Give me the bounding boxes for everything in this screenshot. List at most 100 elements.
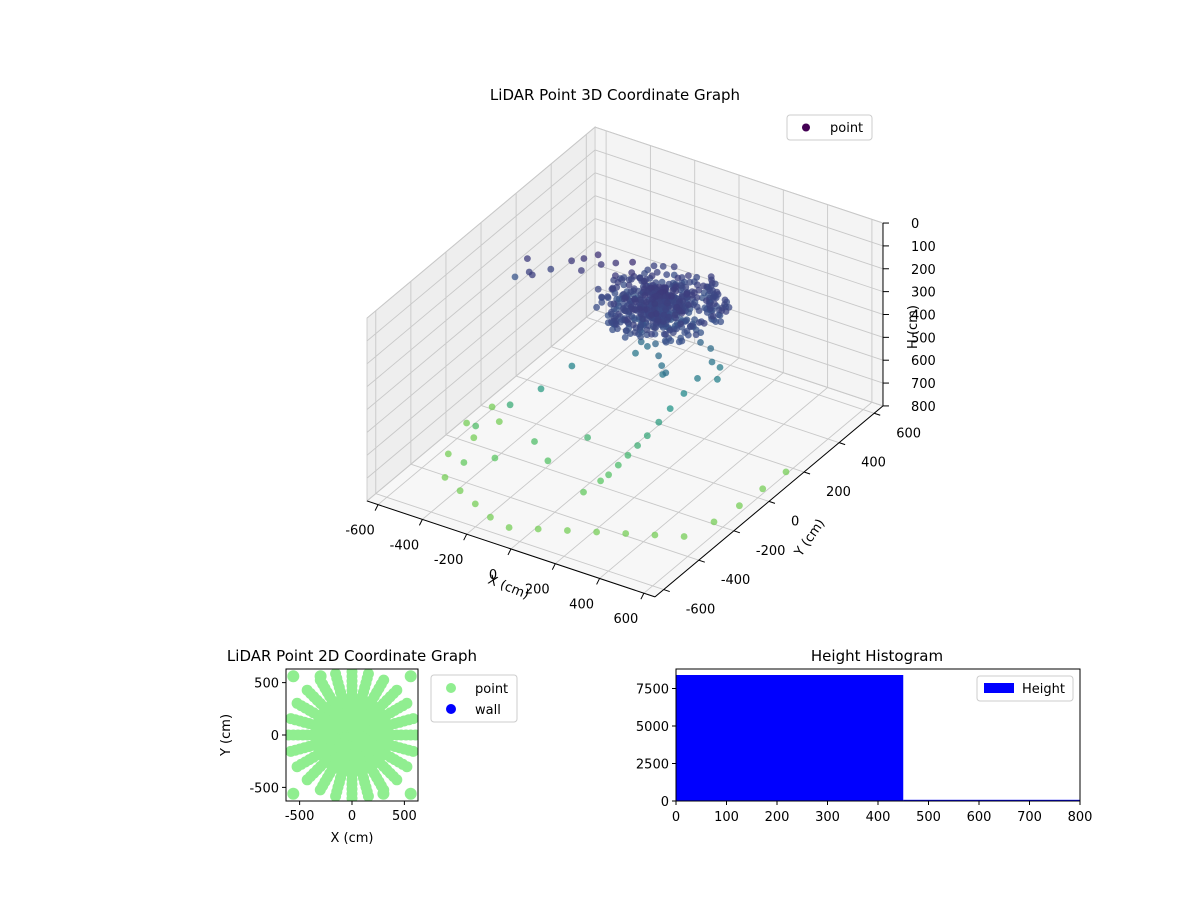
point-marker (407, 713, 418, 725)
point-marker (605, 471, 612, 479)
point-marker (441, 474, 449, 481)
point-marker (629, 258, 636, 266)
point-marker (580, 255, 588, 262)
point-marker (511, 273, 519, 281)
y-tick-label: -400 (721, 573, 751, 588)
histogram-ticks: 0 100 200 300 400 500 600 700 800 0 2500 5000 7500 (636, 683, 1093, 826)
point-marker (682, 317, 690, 325)
point-marker (568, 362, 576, 370)
y-tick-label: -200 (756, 544, 786, 559)
point-marker (314, 784, 326, 796)
gridline-z-side (366, 286, 596, 479)
point-marker (622, 307, 630, 315)
gridline-z-side (366, 149, 596, 342)
x-tick-label: 300 (815, 810, 840, 825)
chart-3d-x-axis-label: X (cm) (486, 573, 531, 603)
legend-frame (976, 675, 1074, 702)
point-marker (622, 327, 630, 335)
point-marker (680, 390, 688, 397)
histogram-title: Height Histogram (811, 647, 943, 665)
y-tick-label: 0 (661, 795, 669, 810)
point-marker (594, 251, 602, 259)
point-marker (703, 297, 710, 304)
y-tick (698, 559, 705, 563)
x-tick-label: 500 (916, 810, 941, 825)
point-marker (665, 313, 673, 321)
y-tick-label: -600 (686, 603, 716, 618)
y-tick (663, 589, 670, 593)
chart-3d-gridlines (366, 126, 884, 594)
point-marker (644, 343, 651, 350)
point-marker (495, 418, 503, 425)
z-tick-label: 700 (911, 377, 936, 392)
x-tick (418, 519, 423, 526)
legend-label-height: Height (1022, 682, 1065, 697)
point-marker (641, 292, 649, 299)
point-marker (782, 468, 790, 476)
histogram-bar (676, 675, 904, 801)
point-marker (634, 442, 641, 449)
histogram-bar (903, 799, 1080, 801)
x-tick-label: 800 (1068, 810, 1093, 825)
y-tick-label: 5000 (636, 720, 669, 735)
point-marker (651, 531, 659, 539)
point-marker (695, 319, 703, 326)
point-marker (612, 259, 620, 267)
y-tick-label: 500 (254, 677, 279, 692)
point-marker (615, 310, 622, 318)
gridline-z-side (366, 218, 596, 410)
z-tick-label: 100 (911, 240, 936, 255)
point-marker (524, 255, 531, 262)
y-tick-label: 2500 (636, 758, 669, 773)
chart-2d-title: LiDAR Point 2D Coordinate Graph (227, 647, 477, 665)
point-marker (709, 294, 717, 301)
x-tick-label: 100 (714, 810, 739, 825)
legend-frame (786, 114, 873, 141)
point-marker (717, 318, 725, 326)
point-marker (718, 307, 726, 314)
x-tick-label: -400 (390, 538, 420, 553)
point-marker (658, 362, 666, 369)
point-marker (622, 530, 630, 537)
point-marker (641, 270, 648, 277)
y-tick-label: 0 (271, 729, 279, 744)
gridline-y-floor (551, 346, 840, 444)
point-marker (700, 319, 708, 327)
y-tick-label: 200 (826, 485, 851, 500)
gridline-z-side (366, 172, 596, 365)
point-marker (362, 669, 374, 680)
z-tick-label: 800 (911, 400, 936, 415)
point-marker (683, 290, 691, 298)
point-marker (662, 306, 670, 313)
point-marker (650, 262, 658, 270)
point-marker (505, 524, 513, 531)
x-tick (596, 578, 601, 585)
point-marker (627, 288, 635, 296)
point-marker (692, 331, 700, 339)
point-marker (612, 320, 620, 328)
gridline-z-back (594, 172, 884, 270)
point-marker (301, 684, 313, 696)
point-marker (463, 419, 470, 427)
point-marker (654, 318, 661, 326)
x-tick-label: 0 (348, 809, 356, 824)
point-marker (401, 761, 413, 773)
point-marker (700, 282, 707, 290)
point-marker (330, 790, 342, 801)
legend-label-point: point (475, 682, 508, 697)
point-marker (593, 303, 600, 311)
point-marker (404, 670, 417, 683)
point-marker (456, 487, 464, 495)
y-tick-label: 600 (896, 426, 921, 441)
y-tick (838, 442, 846, 446)
chart-3d-legend: point (786, 114, 873, 141)
chart-3d-z-axis-label: H (cm) (906, 305, 921, 349)
point-marker (378, 674, 390, 686)
x-tick-label: 0 (489, 568, 497, 583)
point-marker (686, 278, 694, 286)
point-marker (547, 265, 555, 273)
y-tick (874, 412, 881, 416)
point-marker (653, 268, 661, 276)
z-tick-label: 500 (911, 331, 936, 346)
